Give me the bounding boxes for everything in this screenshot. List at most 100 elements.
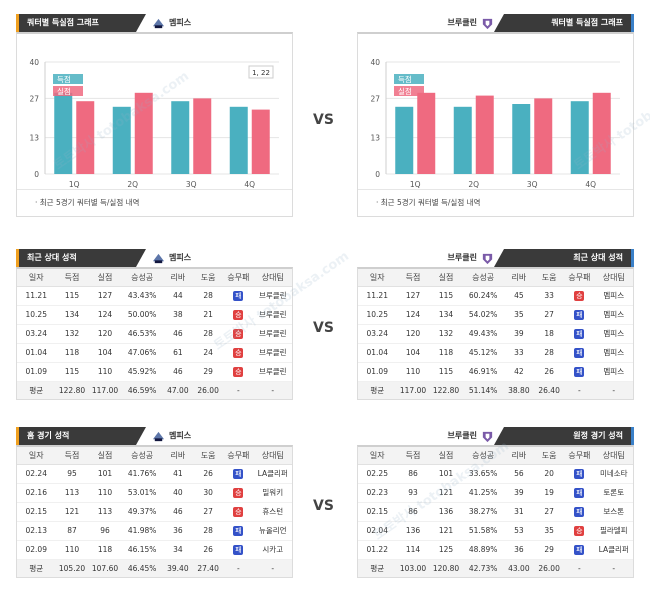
table-cell: LA클리퍼 [253, 464, 292, 484]
table-cell: 118 [429, 343, 463, 363]
table-cell: 41 [162, 464, 193, 484]
bar-conceded [534, 98, 553, 174]
table-cell: 02.09 [17, 540, 56, 560]
table-cell: 36 [162, 521, 193, 541]
result-badge: 패 [574, 309, 585, 320]
table-cell: 브루클린 [253, 286, 292, 306]
table-cell: 110 [55, 540, 89, 560]
table-cell: 86 [396, 502, 430, 522]
bar-conceded [251, 109, 270, 174]
table-cell: 127 [88, 286, 122, 306]
away-team-name: 브루클린 [447, 253, 477, 262]
table-cell: 02.15 [17, 502, 56, 522]
result-cell: 패 [564, 324, 595, 344]
table-cell: 21 [193, 305, 224, 325]
table-cell: 33 [534, 286, 565, 306]
table-row: 02.04 136 121 51.58% 53 35 승 필라델피 [358, 521, 633, 541]
table-cell: 브루클린 [253, 305, 292, 325]
average-row: 평균 105.20 107.60 46.45% 39.40 27.40- - [17, 559, 292, 577]
home-quarter-note: · 최근 5경기 쿼터별 득/실점 내역 [35, 198, 140, 207]
result-cell: 패 [223, 521, 254, 541]
home-quarter-title: 쿼터별 득실점 그래프 [16, 14, 146, 32]
table-cell: 02.13 [17, 521, 56, 541]
table-cell: 56 [503, 464, 534, 484]
result-badge: 승 [233, 328, 244, 339]
x-tick-label: 2Q [468, 180, 479, 189]
table-cell: 110 [88, 362, 122, 382]
bar-scored [171, 101, 190, 174]
result-badge: 승 [233, 366, 244, 377]
column-header: 도움 [534, 269, 565, 287]
table-cell: 35 [534, 521, 565, 541]
column-header: 도움 [534, 447, 565, 465]
table-cell: 132 [429, 324, 463, 344]
result-cell: 패 [564, 502, 595, 522]
table-cell: 43.43% [121, 286, 163, 306]
table-cell: 110 [396, 362, 430, 382]
home-team-label-3: 멤피스 [152, 429, 191, 443]
vs-label-1: VS [313, 112, 334, 128]
away-recent-table: 일자 득점 실점 승성공 리바 도움 승무패 상대팀 11.21 127 115 60.24% 45 3… [358, 269, 633, 399]
column-header: 도움 [193, 269, 224, 287]
legend-swatch [53, 86, 83, 96]
table-cell: 멤피스 [594, 305, 633, 325]
average-row: 평균 122.80 117.00 46.59% 47.00 26.00- - [17, 381, 292, 399]
table-cell: 26.00 [193, 381, 224, 399]
column-header: 리바 [503, 447, 534, 465]
table-cell: 95 [55, 464, 89, 484]
table-cell: 124 [396, 305, 430, 325]
table-cell: 멤피스 [594, 362, 633, 382]
table-cell: 27.40 [193, 559, 224, 577]
vs-label-2: VS [313, 320, 334, 336]
y-tick-label: 27 [29, 94, 39, 103]
table-cell: 28 [193, 521, 224, 541]
home-team-name: 멤피스 [169, 253, 192, 262]
table-cell: 104 [396, 343, 430, 363]
table-cell: 49.43% [462, 324, 504, 344]
table-row: 01.04 104 118 45.12% 33 28 패 멤피스 [358, 343, 633, 363]
table-cell: 26.00 [534, 559, 565, 577]
table-cell: 28 [193, 324, 224, 344]
average-row: 평균 117.00 122.80 51.14% 38.80 26.40- - [358, 381, 633, 399]
table-cell: 26 [534, 362, 565, 382]
result-badge: 패 [233, 290, 244, 301]
table-cell: 105.20 [55, 559, 89, 577]
table-cell: 26 [193, 540, 224, 560]
column-header: 실점 [88, 269, 122, 287]
column-header: 상대팀 [594, 447, 633, 465]
bar-scored [453, 106, 472, 174]
table-cell: 39.40 [162, 559, 193, 577]
table-cell: 118 [55, 343, 89, 363]
table-cell: 29 [534, 540, 565, 560]
y-tick-label: 13 [29, 134, 39, 143]
table-cell: 121 [429, 483, 463, 503]
home-recent-panel: 최근 상대 성적 멤피스 일자 득점 실점 승성공 리바 도움 승무패 상대팀 11.21 11… [16, 249, 293, 400]
result-cell: 패 [223, 286, 254, 306]
table-cell: 뉴올리언 [253, 521, 292, 541]
table-cell: 48.89% [462, 540, 504, 560]
column-header: 승성공 [121, 269, 163, 287]
y-tick-label: 13 [370, 134, 380, 143]
table-cell: 03.24 [358, 324, 397, 344]
table-cell: 38.27% [462, 502, 504, 522]
table-cell: 46.91% [462, 362, 504, 382]
away-venue-title: 원정 경기 성적 [494, 427, 634, 445]
table-cell: 시카고 [253, 540, 292, 560]
table-cell: 10.25 [358, 305, 397, 325]
table-cell: 24 [193, 343, 224, 363]
bar-conceded [134, 92, 153, 174]
x-tick-label: 4Q [585, 180, 596, 189]
table-cell: 113 [55, 483, 89, 503]
table-row: 02.25 86 101 33.65% 56 20 패 미네소타 [358, 464, 633, 484]
table-cell: 18 [534, 324, 565, 344]
table-cell: - [253, 381, 292, 399]
table-cell: 117.00 [88, 381, 122, 399]
table-row: 01.09 110 115 46.91% 42 26 패 멤피스 [358, 362, 633, 382]
table-cell: 02.16 [17, 483, 56, 503]
bar-conceded [475, 95, 494, 174]
column-header: 상대팀 [253, 447, 292, 465]
table-cell: 46 [162, 502, 193, 522]
home-venue-title: 홈 경기 성적 [16, 427, 146, 445]
table-cell: 41.98% [121, 521, 163, 541]
